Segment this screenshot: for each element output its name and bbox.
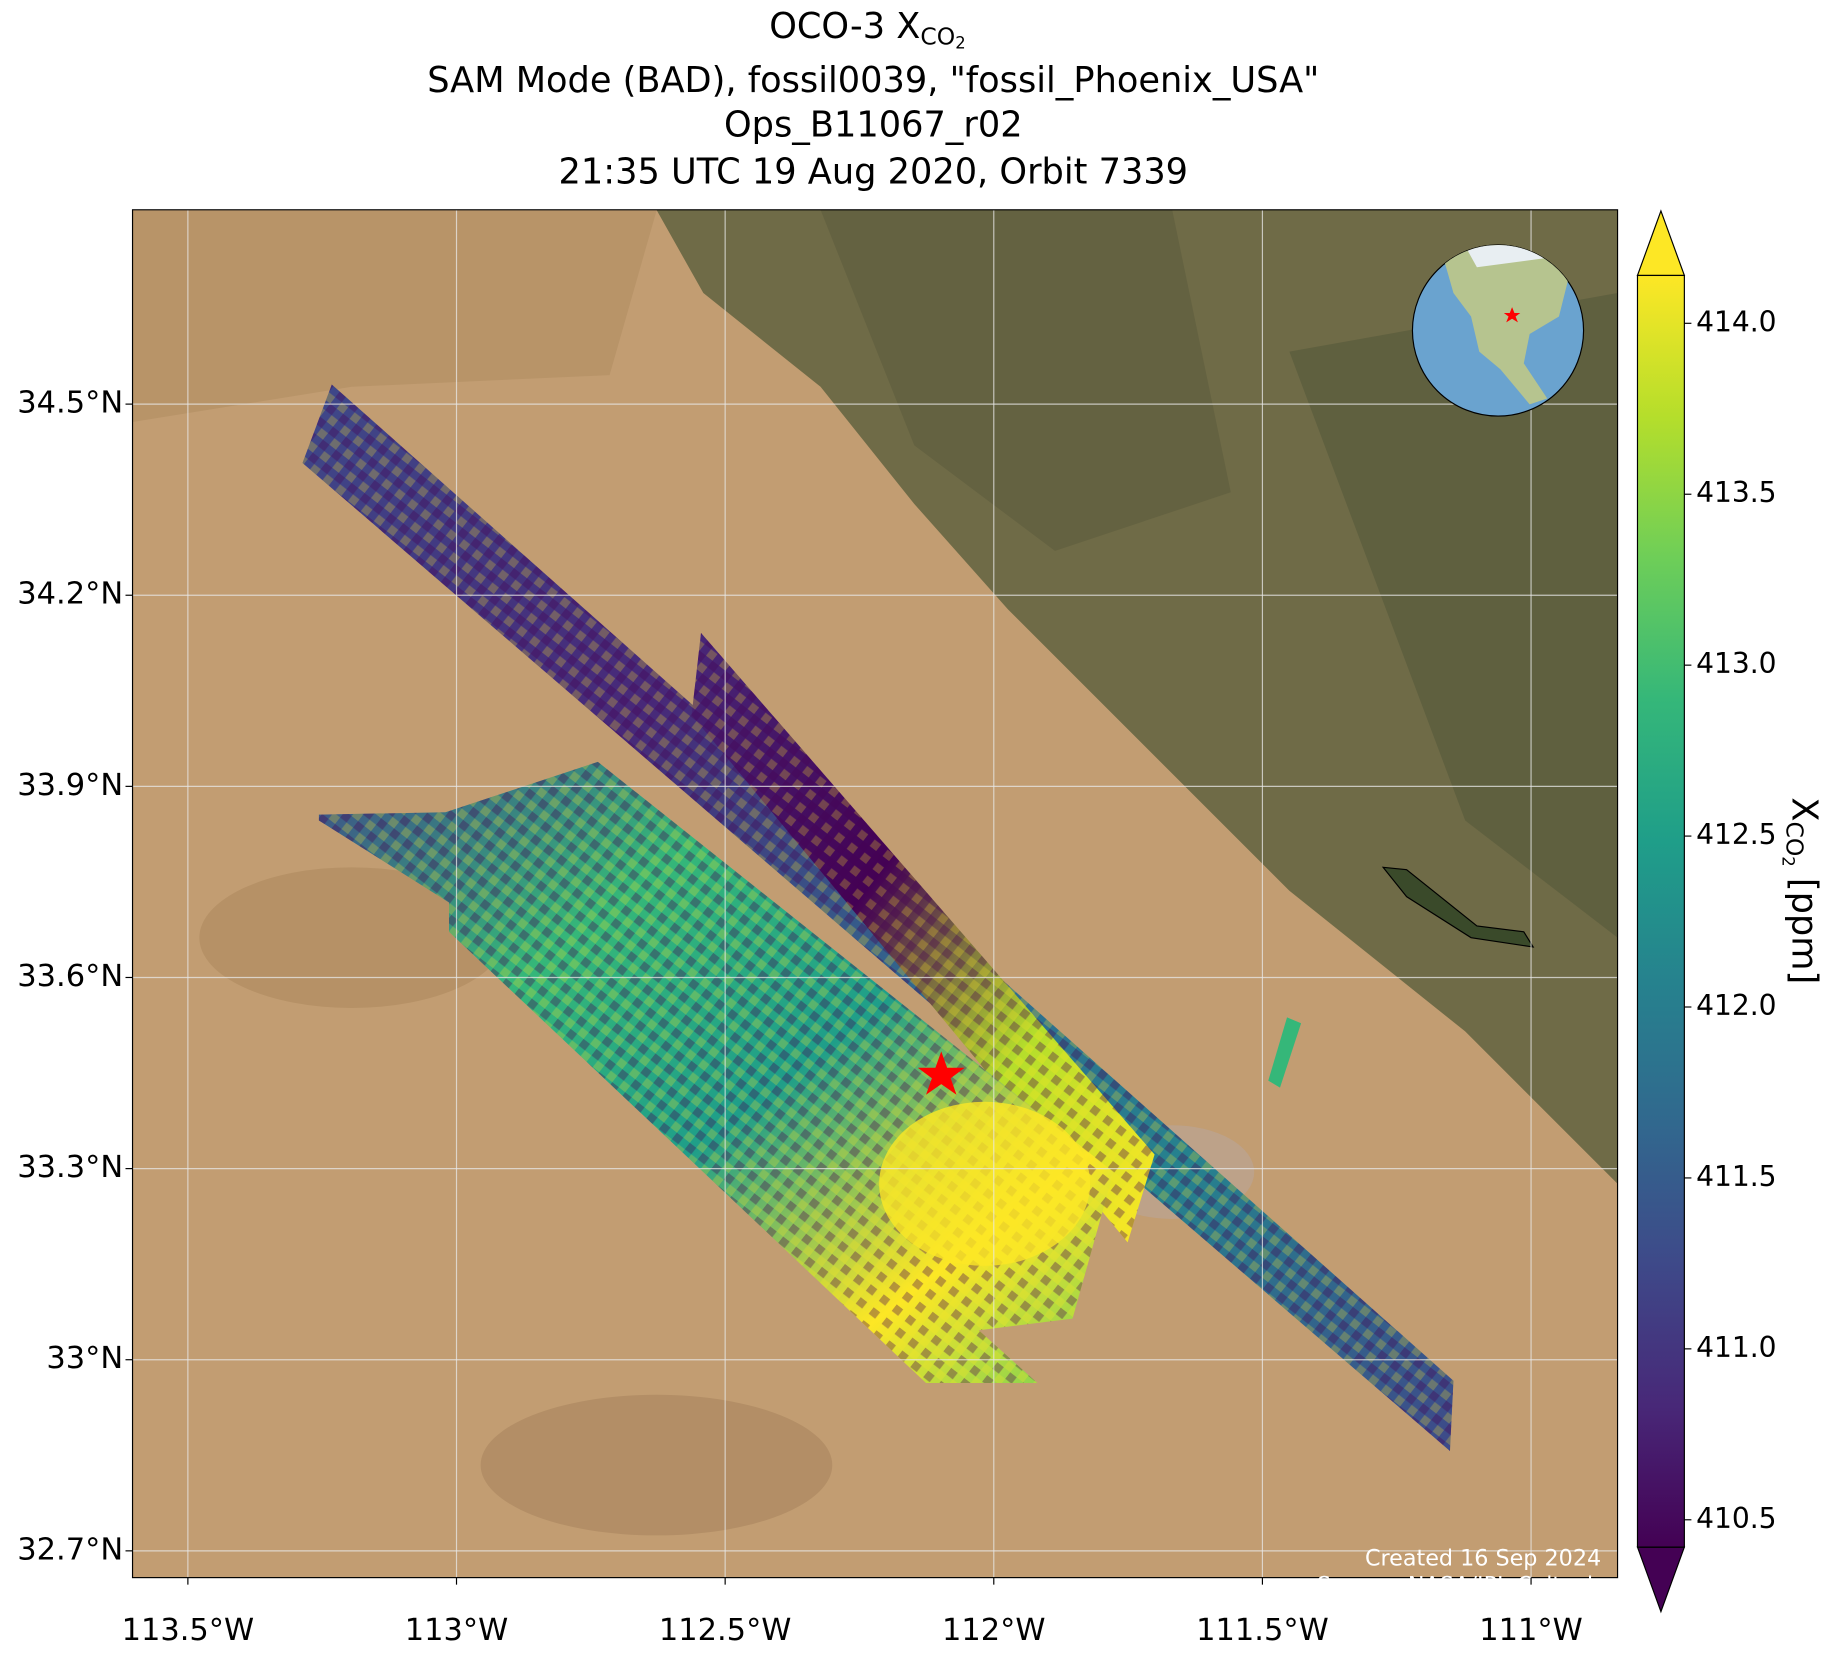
colorbar-tick-label: 413.5 <box>1696 476 1776 509</box>
x-tick-label: 113.5°W <box>122 1613 255 1648</box>
title-text: OCO-3 X <box>769 6 920 47</box>
subtitle: Ops_B11067_r02 <box>724 105 1023 146</box>
colorbar-label-sub: CO <box>1781 821 1809 856</box>
colorbar-frame <box>1636 274 1685 1548</box>
y-tick-label: 32.7°N <box>17 1532 123 1567</box>
grid <box>132 209 1618 1578</box>
y-tick-label: 34.5°N <box>17 386 123 421</box>
title-subsub: 2 <box>955 33 965 52</box>
colorbar-label-subsub: 2 <box>1779 856 1798 866</box>
x-tick-label: 111°W <box>1479 1613 1583 1648</box>
y-tick-label: 33.9°N <box>17 768 123 803</box>
colorbar-tick-label: 410.5 <box>1696 1502 1776 1535</box>
credit: Source: NASA/JPL-Caltech <box>1317 1572 1601 1598</box>
colorbar-label: XCO2 [ppm] <box>1779 797 1825 984</box>
title-sub: CO <box>920 22 955 50</box>
colorbar-tick-label: 413.0 <box>1696 647 1776 680</box>
y-tick-label: 33.3°N <box>17 1150 123 1185</box>
credit: Created 16 Sep 2024 <box>1365 1545 1601 1571</box>
x-tick-label: 113°W <box>405 1613 509 1648</box>
subtitle: SAM Mode (BAD), fossil0039, "fossil_Phoe… <box>427 60 1319 101</box>
y-tick-label: 33.6°N <box>17 959 123 994</box>
colorbar-tick-label: 414.0 <box>1696 305 1776 338</box>
colorbar-body <box>1637 275 1685 1548</box>
x-tick-label: 112.5°W <box>659 1613 792 1648</box>
colorbar-tick-label: 411.0 <box>1696 1331 1776 1364</box>
colorbar-extend-bottom <box>1636 1546 1686 1614</box>
colorbar-extend-top <box>1636 209 1686 277</box>
colorbar <box>1636 209 1692 1614</box>
colorbar-tick-label: 411.5 <box>1696 1160 1776 1193</box>
colorbar-label-text: X <box>1784 797 1825 821</box>
colorbar-label-unit: [ppm] <box>1784 867 1825 985</box>
xco2-swath <box>302 384 1454 1452</box>
site-marker <box>917 1051 965 1095</box>
subtitle: 21:35 UTC 19 Aug 2020, Orbit 7339 <box>559 151 1189 192</box>
colorbar-tick-label: 412.0 <box>1696 989 1776 1022</box>
map-frame <box>131 209 1619 1579</box>
x-tick-label: 111.5°W <box>1196 1613 1329 1648</box>
colorbar-tick-label: 412.5 <box>1696 818 1776 851</box>
y-tick-label: 34.2°N <box>17 577 123 612</box>
x-tick-label: 112°W <box>942 1613 1046 1648</box>
title: OCO-3 XCO2 <box>769 6 965 52</box>
globe-inset <box>1411 244 1585 417</box>
y-tick-label: 33°N <box>46 1341 123 1376</box>
